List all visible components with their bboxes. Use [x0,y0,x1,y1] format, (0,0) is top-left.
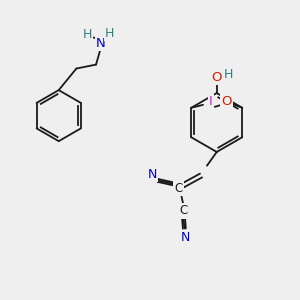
Text: O: O [212,71,222,84]
Text: H: H [82,28,92,41]
Text: O: O [221,95,232,108]
Text: N: N [181,231,190,244]
Text: N: N [147,168,157,181]
Text: I: I [209,95,213,108]
Text: C: C [174,182,183,195]
Text: H: H [105,27,114,40]
Text: N: N [96,37,106,50]
Text: H: H [224,68,233,81]
Text: C: C [179,204,188,218]
